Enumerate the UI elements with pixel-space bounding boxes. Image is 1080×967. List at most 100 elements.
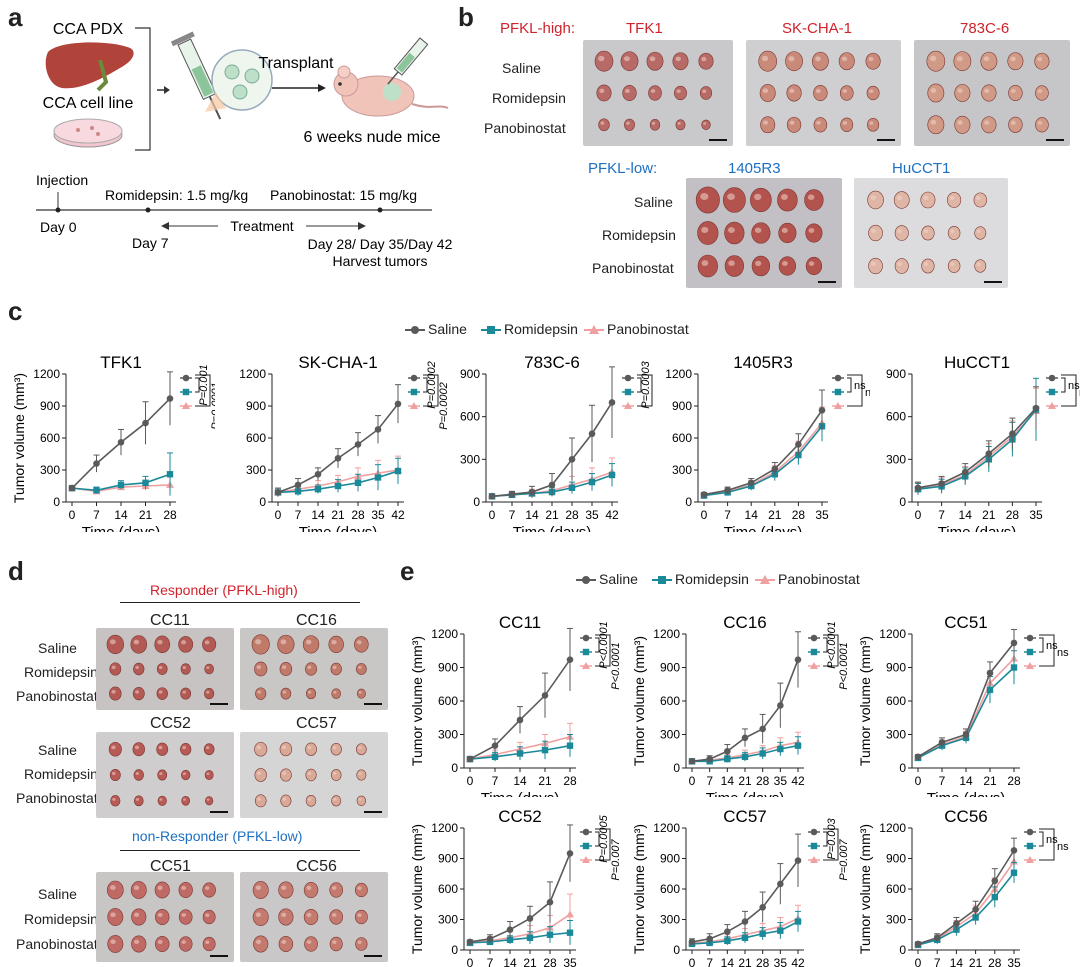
tumor-sample	[156, 687, 168, 700]
tumor-sample	[927, 115, 945, 135]
data-point	[759, 750, 766, 757]
legend-marker-romidepsin	[658, 576, 666, 584]
x-tick-label: 42	[791, 956, 805, 967]
y-tick-label: 600	[660, 882, 680, 896]
arrowhead-icon	[318, 84, 326, 92]
data-point	[166, 471, 174, 478]
data-point	[93, 487, 100, 494]
model-title: CC57	[296, 715, 337, 732]
series-line-panobinostat	[917, 410, 1037, 490]
responder-label: Responder (PFKL-high)	[150, 582, 298, 598]
tumor-sample	[255, 687, 267, 700]
y-tick-label: 1200	[431, 821, 458, 835]
data-point	[794, 857, 802, 864]
data-point	[374, 426, 382, 433]
stat-bracket	[637, 374, 653, 407]
y-axis-label: Tumor volume (mm³)	[857, 636, 873, 766]
data-point	[794, 656, 802, 663]
x-tick-label: 28	[163, 508, 177, 522]
series-line-panobinostat	[703, 422, 823, 496]
tumor-sample	[724, 221, 745, 245]
tumor-sample	[109, 662, 122, 676]
row-label-panobinostat: Panobinostat	[16, 936, 98, 952]
line-chart-cc11: CC11 0 300 600 900 1200 0 7 14 21 28Time (days) Tum…	[409, 613, 622, 797]
cell-line-title: SK-CHA-1	[782, 20, 853, 37]
legend-marker-saline	[411, 326, 419, 334]
data-point	[566, 742, 574, 749]
x-tick-label: 14	[950, 956, 964, 967]
stat-label: ns	[1068, 380, 1080, 392]
y-tick-label: 300	[886, 913, 906, 927]
end-legend-marker	[1048, 402, 1056, 409]
panel-label-e: e	[400, 556, 415, 586]
end-legend-marker	[182, 374, 190, 382]
data-point	[759, 904, 766, 911]
arrowhead-icon	[164, 86, 170, 94]
data-point	[741, 918, 749, 925]
data-point	[526, 915, 534, 922]
x-tick-label: 28	[756, 774, 770, 788]
data-point	[274, 489, 282, 496]
data-point	[688, 938, 696, 946]
tumor-sample	[330, 662, 342, 676]
tumor-sample	[305, 794, 317, 807]
tumor-sample	[251, 634, 270, 655]
data-point	[818, 406, 826, 414]
x-tick-label: 0	[915, 508, 922, 522]
x-tick-label: 21	[331, 508, 345, 522]
x-tick-label: 28	[563, 774, 577, 788]
y-axis-label: Tumor volume (mm³)	[11, 373, 27, 503]
x-tick-label: 21	[545, 508, 559, 522]
y-tick-label: 900	[660, 852, 680, 866]
end-legend-marker	[1026, 648, 1034, 656]
x-tick-label: 35	[815, 508, 829, 522]
legend-label-saline: Saline	[599, 571, 638, 587]
end-legend-marker	[810, 634, 818, 642]
y-axis-label: Tumor volume (mm³)	[631, 636, 647, 766]
model-title: CC56	[296, 858, 337, 875]
line-chart-hucct1: HuCCT103006009000714212835Time (days)nsn…	[886, 353, 1080, 532]
end-legend-marker	[410, 374, 418, 382]
data-point	[1009, 430, 1016, 438]
stat-label: ns	[854, 380, 866, 392]
end-legend-marker	[834, 402, 842, 409]
tumor-sample	[778, 256, 797, 276]
y-tick-label: 300	[40, 463, 60, 477]
romidepsin-dose: Romidepsin: 1.5 mg/kg	[105, 187, 248, 203]
tumor-sample	[894, 225, 909, 241]
tumor-sample	[157, 795, 167, 806]
x-tick-label: 28	[565, 508, 579, 522]
data-point	[724, 747, 731, 755]
tumor-sample	[280, 794, 292, 807]
chart-title: 1405R3	[733, 353, 793, 372]
tumor-sample	[178, 936, 193, 952]
x-axis-label: Time (days)	[938, 524, 1017, 532]
treatment-label: Treatment	[230, 218, 293, 234]
data-point	[741, 753, 749, 761]
tumor-sample	[106, 880, 124, 900]
data-point	[608, 471, 616, 479]
tumor-sample	[813, 84, 828, 102]
end-legend-marker	[1026, 856, 1034, 863]
end-legend-marker	[810, 648, 818, 656]
x-tick-label: 7	[939, 774, 946, 788]
tumor-sample	[920, 191, 936, 209]
x-tick-label: 7	[492, 774, 499, 788]
end-legend-marker	[624, 388, 632, 396]
tumor-sample	[751, 222, 771, 244]
panel-label-d: d	[8, 556, 24, 586]
harvest-days-label: Day 28/ Day 35/Day 42	[308, 236, 453, 252]
data-point	[528, 488, 536, 496]
y-tick-label: 300	[438, 728, 458, 742]
tumor-sample	[204, 663, 214, 675]
end-legend-marker	[1026, 828, 1034, 836]
transplant-label: Transplant	[259, 55, 335, 72]
tumor-sample	[947, 259, 961, 273]
x-tick-label: 14	[503, 956, 517, 967]
tumor-sample	[109, 768, 121, 782]
data-point	[706, 755, 713, 763]
tumor-sample	[699, 86, 713, 100]
data-point	[938, 480, 945, 487]
responder-divider	[120, 602, 360, 603]
end-legend-marker	[810, 856, 818, 863]
